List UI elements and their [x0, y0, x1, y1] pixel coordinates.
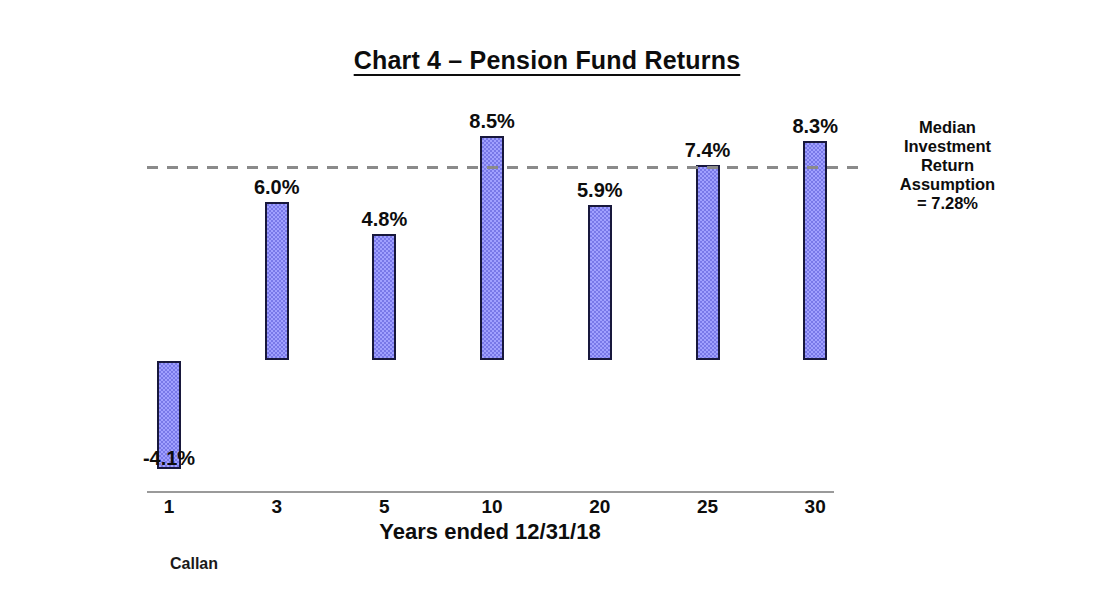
value-label-20yr: 5.9%: [550, 178, 650, 202]
source-label: Callan: [170, 555, 218, 573]
x-tick-1: 1: [129, 496, 209, 518]
x-tick-10: 10: [452, 496, 532, 518]
value-label-1yr: -4.1%: [119, 446, 219, 470]
bar-5yr: [372, 234, 396, 361]
x-tick-20: 20: [560, 496, 640, 518]
bar-10yr: [480, 136, 504, 360]
x-tick-5: 5: [344, 496, 424, 518]
x-axis-line: [147, 491, 834, 493]
median-assumption-dashed-line: [147, 166, 859, 169]
value-label-5yr: 4.8%: [334, 207, 434, 231]
x-tick-30: 30: [775, 496, 855, 518]
annotation-line: Assumption: [860, 175, 1035, 194]
bar-20yr: [588, 205, 612, 361]
chart-plot-area: -4.1% 6.0% 4.8% 8.5% 5.9% 7.4% 8.3% 1 3 5 10 20 25 3…: [0, 0, 1094, 611]
bar-25yr: [696, 165, 720, 360]
value-label-10yr: 8.5%: [442, 109, 542, 133]
annotation-line: Investment: [860, 137, 1035, 156]
median-assumption-annotation: MedianInvestmentReturnAssumption= 7.28%: [860, 118, 1035, 213]
x-tick-25: 25: [668, 496, 748, 518]
value-label-25yr: 7.4%: [658, 138, 758, 162]
x-tick-3: 3: [237, 496, 317, 518]
value-label-30yr: 8.3%: [765, 114, 865, 138]
chart-page: Chart 4 – Pension Fund Returns -4.1%6.0%…: [0, 0, 1094, 611]
annotation-line: Median: [860, 118, 1035, 137]
value-label-3yr: 6.0%: [227, 175, 327, 199]
bar-30yr: [803, 141, 827, 360]
x-axis-title: Years ended 12/31/18: [240, 519, 740, 545]
annotation-line: = 7.28%: [860, 194, 1035, 213]
bar-3yr: [265, 202, 289, 360]
annotation-line: Return: [860, 156, 1035, 175]
